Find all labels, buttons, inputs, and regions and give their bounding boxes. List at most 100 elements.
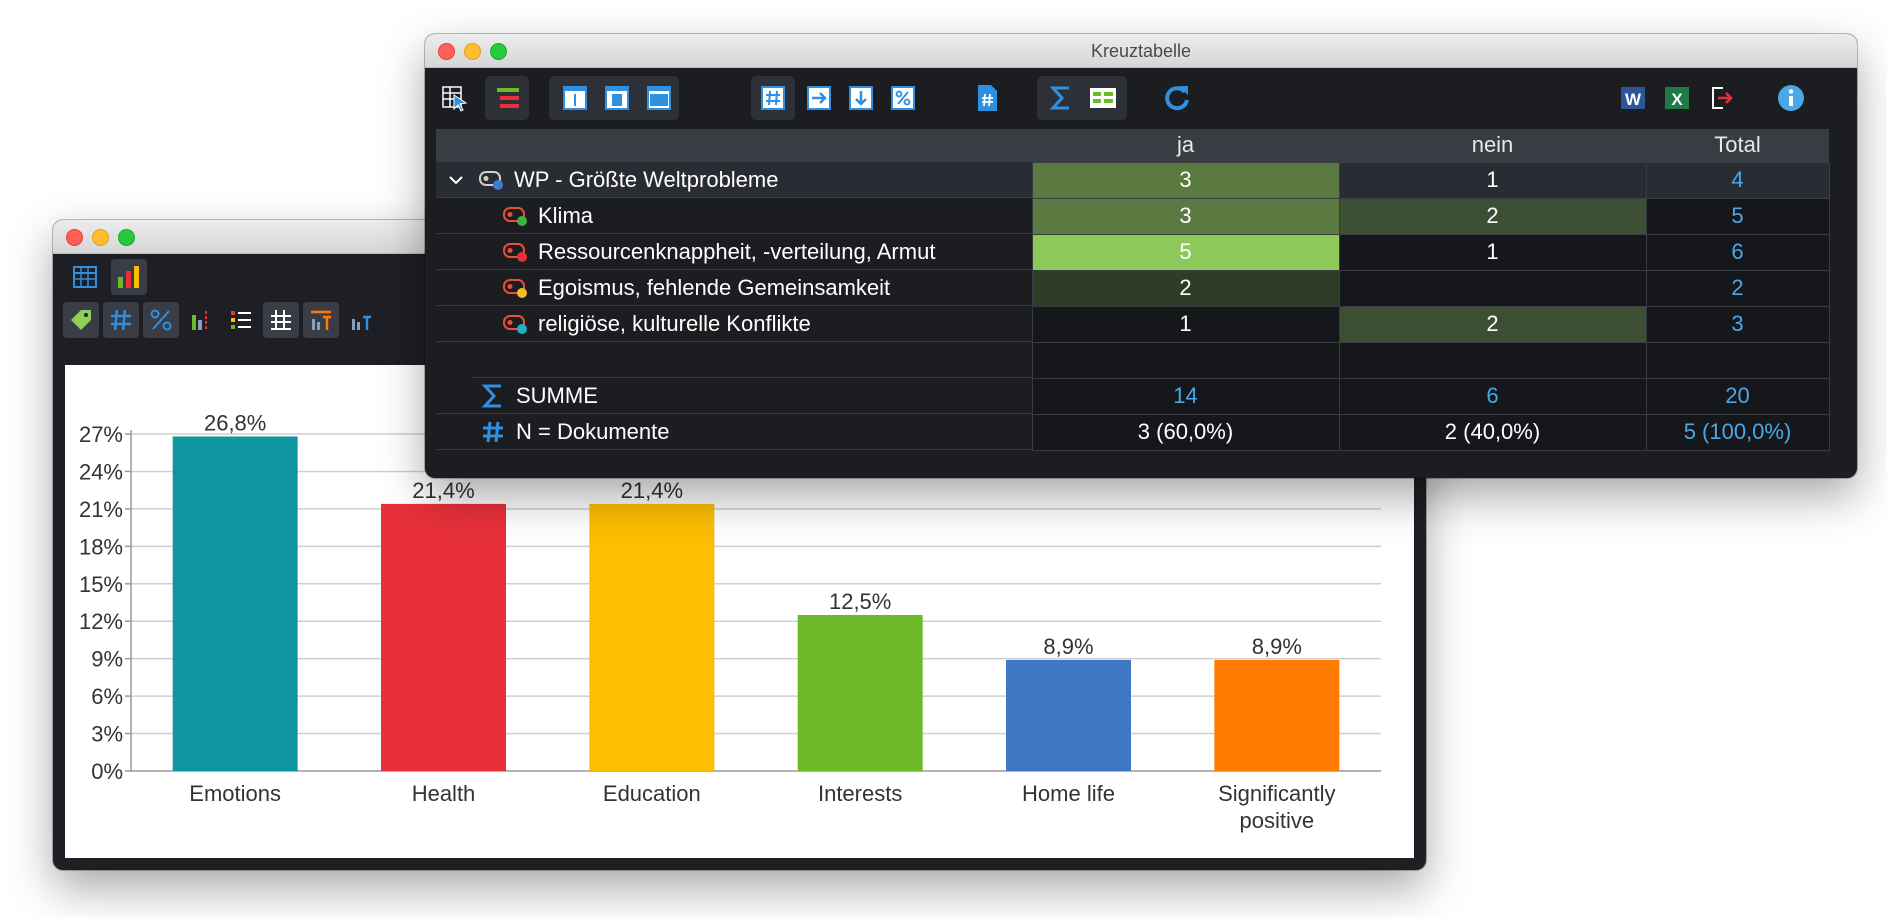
close-button[interactable] <box>438 43 455 60</box>
select-button[interactable] <box>433 76 477 120</box>
row-percent-button[interactable] <box>797 76 841 120</box>
layout-narrow-button[interactable] <box>553 76 597 120</box>
crosstab-header-row: ja nein Total <box>436 129 1829 162</box>
cell-value[interactable] <box>1338 269 1647 307</box>
export-icon <box>1712 87 1733 109</box>
column-wide-icon <box>647 86 671 110</box>
cell-value[interactable]: 1 <box>1031 305 1340 343</box>
column-header-total[interactable]: Total <box>1646 129 1829 162</box>
bar <box>589 503 715 771</box>
bar <box>1214 659 1340 771</box>
y-tick-label: 24% <box>79 459 123 484</box>
cell-value[interactable]: 3 <box>1031 161 1340 199</box>
svg-text:W: W <box>1625 90 1642 109</box>
grid-button[interactable] <box>263 302 299 338</box>
frequency-button[interactable] <box>103 302 139 338</box>
summe-ja: 14 <box>1031 377 1340 415</box>
subcodes-icon <box>1090 88 1116 108</box>
hash-icon <box>761 86 785 110</box>
header-corner <box>436 129 1032 162</box>
x-tick-label: Education <box>603 781 701 806</box>
table-row[interactable]: Klima 3 2 5 <box>436 197 1830 235</box>
code-icon <box>503 314 527 334</box>
column-header-ja[interactable]: ja <box>1032 129 1339 162</box>
table-row[interactable]: religiöse, kulturelle Konflikte 1 2 3 <box>436 305 1830 343</box>
subcodes-button[interactable] <box>1081 76 1125 120</box>
frequency-button[interactable] <box>751 76 795 120</box>
layout-wide-button[interactable] <box>637 76 681 120</box>
code-icon <box>503 206 527 226</box>
cell-total[interactable]: 6 <box>1645 233 1830 271</box>
axis-button[interactable] <box>183 302 219 338</box>
bar <box>381 503 506 771</box>
bar-chart: 0% 3% 6% 9% 12% 15% 18% 21% 24% 27% 26,8% Emotions 2… <box>79 410 1381 833</box>
export-excel-button[interactable]: X <box>1655 76 1699 120</box>
chart-title-icon <box>311 310 331 330</box>
row-label: religiöse, kulturelle Konflikte <box>538 310 811 336</box>
cell-total[interactable]: 5 <box>1645 197 1830 235</box>
refresh-button[interactable] <box>1155 76 1199 120</box>
tag-icon <box>71 310 91 330</box>
code-icon <box>503 278 527 298</box>
column-header-nein[interactable]: nein <box>1339 129 1646 162</box>
title-button[interactable] <box>303 302 339 338</box>
cell-total[interactable]: 2 <box>1645 269 1830 307</box>
chart-view-button[interactable] <box>111 259 147 295</box>
more-chart-options-button[interactable] <box>343 302 379 338</box>
minimize-button[interactable] <box>92 229 109 246</box>
cell-total[interactable]: 3 <box>1645 305 1830 343</box>
axis-bars-icon <box>192 311 207 330</box>
cell-value[interactable]: 3 <box>1031 197 1340 235</box>
excel-icon: X <box>1665 87 1689 109</box>
zoom-button[interactable] <box>118 229 135 246</box>
table-select-icon <box>442 86 468 112</box>
sum-button[interactable] <box>1039 76 1083 120</box>
document-count-button[interactable] <box>965 76 1009 120</box>
cell-value[interactable]: 2 <box>1338 305 1647 343</box>
x-tick-label: Emotions <box>189 781 281 806</box>
y-tick-label: 15% <box>79 572 123 597</box>
info-button[interactable] <box>1769 76 1813 120</box>
cell-value[interactable]: 2 <box>1338 197 1647 235</box>
y-tick-label: 21% <box>79 497 123 522</box>
table-row[interactable]: Egoismus, fehlende Gemeinsamkeit 2 2 <box>436 269 1830 307</box>
chevron-down-icon[interactable] <box>446 170 466 190</box>
table-row[interactable]: WP - Größte Weltprobleme 3 1 4 <box>436 161 1830 199</box>
close-button[interactable] <box>66 229 83 246</box>
cell-value[interactable]: 1 <box>1338 233 1647 271</box>
column-percent-button[interactable] <box>839 76 883 120</box>
bar <box>1006 659 1131 771</box>
total-percent-button[interactable] <box>881 76 925 120</box>
sigma-icon <box>1049 86 1069 110</box>
labels-button[interactable] <box>63 302 99 338</box>
cell-value[interactable]: 1 <box>1338 161 1647 199</box>
code-system-button[interactable] <box>485 76 529 120</box>
summe-row: SUMME 14 6 20 <box>436 377 1830 415</box>
cell-value[interactable]: 2 <box>1031 269 1340 307</box>
summe-total: 20 <box>1645 377 1830 415</box>
minimize-button[interactable] <box>464 43 481 60</box>
crosstab-toolbar: W X <box>425 68 1857 128</box>
x-tick-label: Health <box>412 781 476 806</box>
zoom-button[interactable] <box>490 43 507 60</box>
bar <box>797 614 923 771</box>
cell-total[interactable]: 4 <box>1645 161 1830 199</box>
cell-value[interactable]: 5 <box>1031 233 1340 271</box>
percent-button[interactable] <box>143 302 179 338</box>
n-documents-nein: 2 (40,0%) <box>1338 413 1647 451</box>
y-tick-label: 6% <box>91 684 123 709</box>
layout-medium-button[interactable] <box>595 76 639 120</box>
export-word-button[interactable]: W <box>1611 76 1655 120</box>
bar-value-label: 21,4% <box>412 478 474 503</box>
chart-settings-icon <box>352 315 371 330</box>
x-tick-label: Interests <box>818 781 902 806</box>
table-view-button[interactable] <box>67 259 103 295</box>
column-narrow-icon <box>563 86 587 110</box>
bar-value-label: 8,9% <box>1252 634 1302 659</box>
legend-button[interactable] <box>223 302 259 338</box>
table-icon <box>73 266 97 288</box>
export-button[interactable] <box>1699 76 1743 120</box>
percent-icon <box>150 309 172 331</box>
table-row[interactable]: Ressourcenknappheit, -verteilung, Armut … <box>436 233 1830 271</box>
arrow-right-icon <box>807 86 831 110</box>
